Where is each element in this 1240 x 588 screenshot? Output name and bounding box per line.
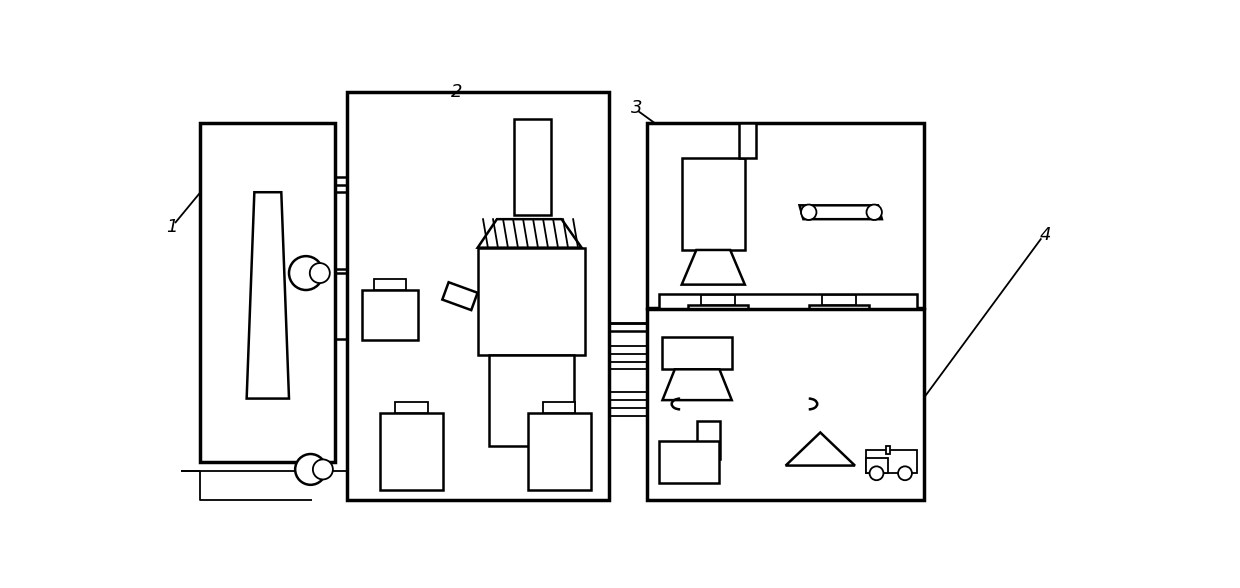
Bar — [808, 305, 869, 375]
Circle shape — [867, 205, 882, 220]
Polygon shape — [682, 250, 745, 285]
Bar — [543, 402, 575, 413]
Polygon shape — [443, 282, 477, 310]
Bar — [647, 309, 924, 500]
Circle shape — [289, 256, 322, 290]
Bar — [513, 119, 551, 215]
Circle shape — [801, 205, 816, 220]
Polygon shape — [786, 432, 854, 466]
Circle shape — [295, 454, 326, 485]
Bar — [688, 305, 748, 375]
Bar — [867, 458, 888, 473]
Bar — [396, 402, 428, 413]
Polygon shape — [800, 205, 882, 219]
Bar — [822, 295, 856, 305]
Text: 4: 4 — [1039, 226, 1050, 243]
Polygon shape — [247, 192, 289, 399]
Bar — [697, 421, 720, 459]
Bar — [490, 356, 574, 446]
Bar — [647, 123, 924, 308]
Circle shape — [898, 466, 911, 480]
Bar — [373, 279, 405, 290]
Text: 2: 2 — [451, 83, 463, 101]
Bar — [379, 413, 443, 490]
Bar — [362, 290, 418, 340]
Bar — [201, 123, 335, 462]
Circle shape — [310, 263, 330, 283]
Bar — [477, 248, 585, 356]
Bar — [885, 446, 890, 454]
Bar — [682, 158, 745, 250]
Bar — [658, 294, 916, 382]
Bar — [739, 123, 756, 158]
Text: 1: 1 — [166, 218, 177, 236]
Bar — [347, 92, 609, 500]
Text: 3: 3 — [631, 99, 642, 116]
Circle shape — [869, 466, 883, 480]
Polygon shape — [662, 369, 732, 400]
Bar — [658, 441, 719, 483]
Polygon shape — [477, 219, 582, 248]
Bar — [867, 450, 916, 473]
Bar — [701, 295, 735, 305]
Circle shape — [312, 459, 332, 479]
Bar — [662, 337, 732, 369]
Bar — [528, 413, 590, 490]
